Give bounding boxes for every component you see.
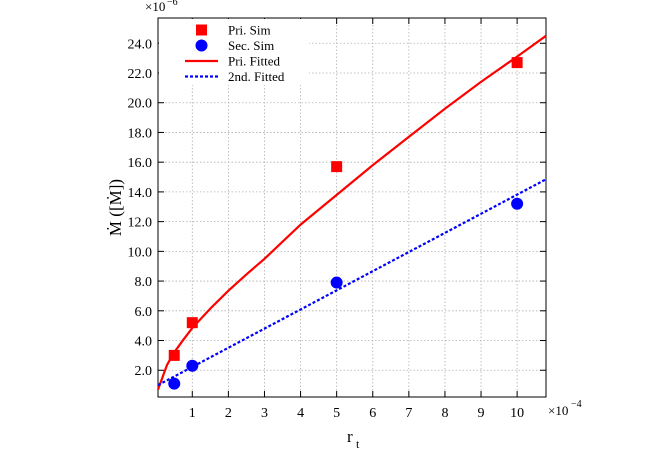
y-tick-label: 2.0 — [135, 364, 153, 379]
series-3 — [157, 178, 547, 387]
data-point-circle — [330, 276, 343, 289]
y-tick-label: 8.0 — [135, 275, 153, 290]
y-tick-label: 12.0 — [128, 216, 153, 231]
series-line — [157, 178, 547, 387]
legend-label: Pri. Sim — [228, 23, 271, 38]
data-point-circle — [186, 359, 199, 372]
x-tick-label: 9 — [478, 406, 485, 421]
legend-item: 2nd. Fitted — [185, 69, 285, 84]
data-point-circle — [168, 377, 181, 390]
legend-marker-square — [196, 24, 207, 36]
y-tick-label: 14.0 — [128, 186, 153, 201]
series-points-1 — [168, 197, 524, 390]
legend-label: Sec. Sim — [228, 38, 274, 53]
series-points-0 — [168, 57, 523, 361]
series-line — [156, 34, 547, 390]
data-point-square — [511, 57, 523, 69]
y-axis-label: Ṁ ([Ṁ]) — [106, 179, 125, 236]
x-tick-label: 6 — [369, 406, 376, 421]
y-tick-label: 22.0 — [128, 67, 153, 82]
series-2 — [156, 34, 547, 390]
x-axis-title: r t — [347, 427, 360, 451]
legend-label: 2nd. Fitted — [228, 69, 285, 84]
x-tick-label: 2 — [225, 406, 232, 421]
legend-label: Pri. Fitted — [228, 54, 281, 69]
y-tick-label: 4.0 — [135, 335, 153, 350]
y-tick-label: 6.0 — [135, 305, 153, 320]
x-axis-label-subscript: t — [356, 437, 360, 451]
legend-item: Pri. Fitted — [185, 54, 281, 69]
y-tick-label: 10.0 — [128, 245, 153, 260]
data-point-circle — [511, 197, 524, 210]
y-tick-label: 24.0 — [128, 37, 153, 52]
x-tick-label: 7 — [405, 406, 412, 421]
x-tick-label: 10 — [510, 406, 524, 421]
legend-item: Sec. Sim — [195, 38, 274, 53]
x-tick-label: 1 — [189, 406, 196, 421]
data-point-square — [168, 349, 180, 361]
x-axis-label: r — [347, 427, 353, 446]
y-tick-label: 16.0 — [128, 156, 153, 171]
y-multiplier: ×10 −6 — [145, 0, 178, 14]
y-tick-label: 18.0 — [128, 126, 153, 141]
x-tick-label: 8 — [441, 406, 448, 421]
x-multiplier: ×10 −4 — [548, 399, 582, 418]
x-tick-label: 5 — [333, 406, 340, 421]
x-multiplier-base: ×10 — [548, 403, 568, 418]
legend-item: Pri. Sim — [196, 23, 271, 38]
legend-marker-circle — [195, 39, 208, 52]
x-tick-label: 4 — [297, 406, 304, 421]
data-point-square — [331, 161, 343, 173]
data-point-square — [186, 317, 198, 329]
legend-background — [159, 19, 309, 85]
y-multiplier-base: ×10 — [145, 0, 165, 14]
plot-frame — [157, 17, 547, 398]
x-tick-label: 3 — [261, 406, 268, 421]
grid-lines — [158, 18, 546, 397]
x-multiplier-exponent: −4 — [571, 399, 582, 410]
y-tick-label: 20.0 — [128, 97, 153, 112]
series-layer — [156, 34, 547, 390]
y-multiplier-exponent: −6 — [167, 0, 178, 8]
